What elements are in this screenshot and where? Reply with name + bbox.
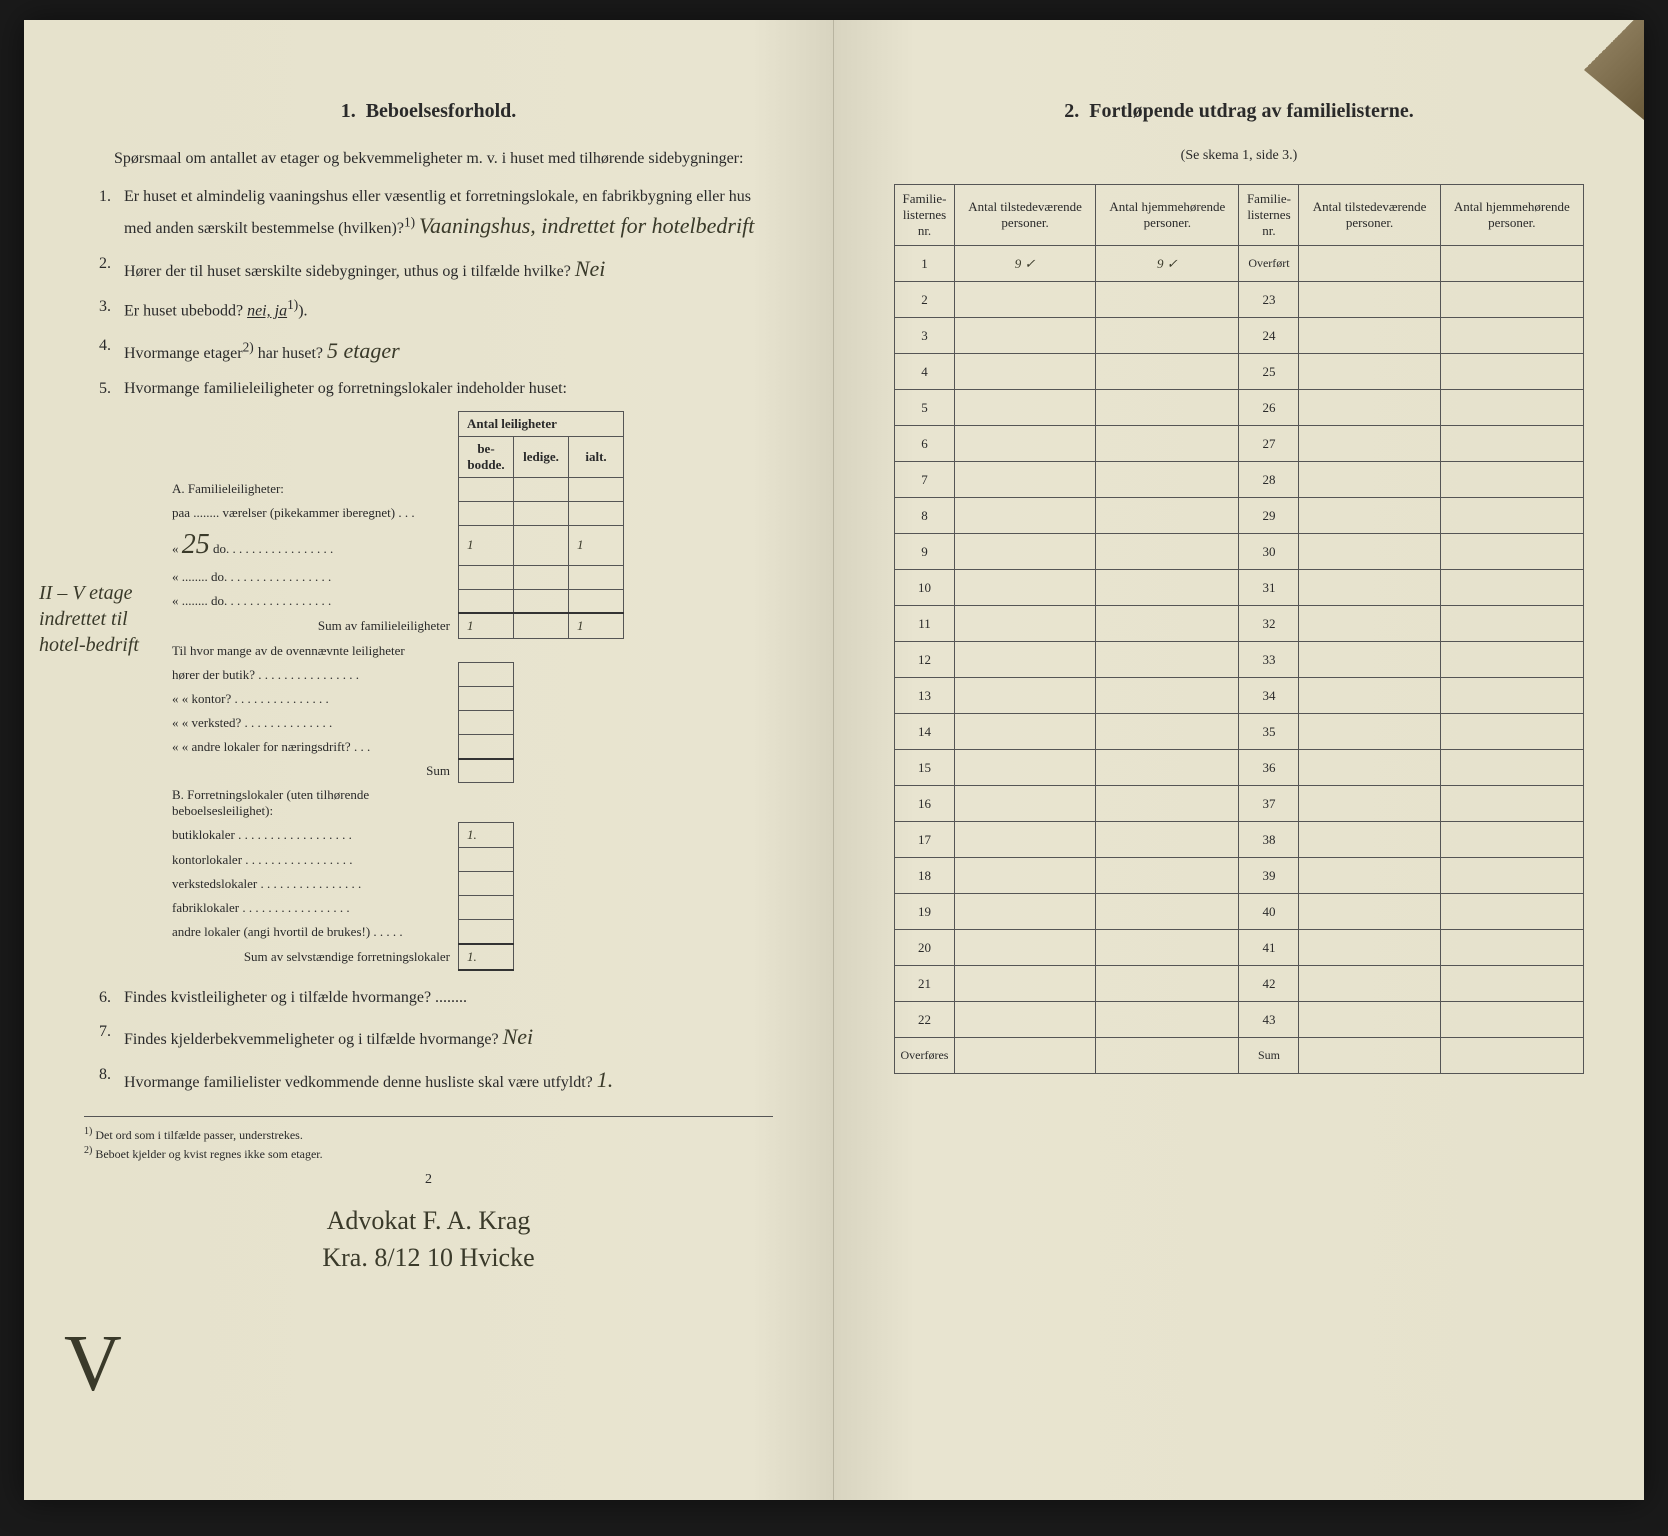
- dwelling-table: Antal leiligheter be-bodde. ledige. ialt…: [164, 411, 624, 971]
- margin-note: II – V etage indrettet til hotel-bedrift: [39, 580, 149, 658]
- row-a1: paa ........ værelser (pikekammer ibereg…: [164, 501, 624, 525]
- table-row: 1435: [895, 714, 1584, 750]
- section-a-header: A. Familieleiligheter:: [164, 477, 624, 501]
- table-row: 1940: [895, 894, 1584, 930]
- table-row: 2041: [895, 930, 1584, 966]
- table-row: 425: [895, 354, 1584, 390]
- intro-text: Spørsmaal om antallet av etager og bekve…: [84, 148, 773, 170]
- row-b5: andre lokaler (angi hvortil de brukes!) …: [164, 920, 624, 944]
- sum-a: Sum av familieleiligheter 1 1: [164, 613, 624, 639]
- table-row: 930: [895, 534, 1584, 570]
- table-row: 1839: [895, 858, 1584, 894]
- q4-answer: 5 etager: [327, 338, 400, 363]
- question-5: 5. Hvormange familieleiligheter og forre…: [124, 377, 773, 401]
- row-b2: kontorlokaler . . . . . . . . . . . . . …: [164, 848, 624, 872]
- q7-answer: Nei: [503, 1024, 534, 1049]
- question-8: 8. Hvormange familielister vedkommende d…: [124, 1063, 773, 1096]
- sum-b: Sum av selvstændige forretningslokaler 1…: [164, 944, 624, 970]
- row-b1: butiklokaler . . . . . . . . . . . . . .…: [164, 823, 624, 848]
- footnotes: 1) Det ord som i tilfælde passer, unders…: [84, 1116, 773, 1163]
- question-2: 2. Hører der til huset særskilte sidebyg…: [124, 252, 773, 285]
- til-3: « « verksted? . . . . . . . . . . . . . …: [164, 711, 624, 735]
- q1-answer: Vaaningshus, indrettet for hotelbedrift: [419, 213, 754, 238]
- question-4: 4. Hvormange etager2) har huset? 5 etage…: [124, 334, 773, 367]
- question-7: 7. Findes kjelderbekvemmeligheter og i t…: [124, 1020, 773, 1053]
- table-sum-row: OverføresSum: [895, 1038, 1584, 1074]
- table-row: 324: [895, 318, 1584, 354]
- row-b4: fabriklokaler . . . . . . . . . . . . . …: [164, 896, 624, 920]
- til-1: hører der butik? . . . . . . . . . . . .…: [164, 663, 624, 687]
- q8-answer: 1.: [597, 1067, 614, 1092]
- section-1-title: 1. Beboelsesforhold.: [84, 100, 773, 123]
- signatures: Advokat F. A. Krag Kra. 8/12 10 Hvicke: [84, 1203, 773, 1276]
- table-row: 1536: [895, 750, 1584, 786]
- q2-answer: Nei: [575, 256, 606, 281]
- til-4: « « andre lokaler for næringsdrift? . . …: [164, 735, 624, 759]
- table-row: 2243: [895, 1002, 1584, 1038]
- table-row: 728: [895, 462, 1584, 498]
- row-a2: « 25 do. . . . . . . . . . . . . . . . .…: [164, 525, 624, 565]
- table-row: 526: [895, 390, 1584, 426]
- section-2-title: 2. Fortløpende utdrag av familielisterne…: [894, 100, 1584, 123]
- table-row: 1132: [895, 606, 1584, 642]
- right-page: 2. Fortløpende utdrag av familielisterne…: [834, 20, 1644, 1500]
- til-intro: Til hvor mange av de ovennævnte leilighe…: [164, 639, 624, 663]
- table-row: 627: [895, 426, 1584, 462]
- section-b-header: B. Forretningslokaler (uten tilhørende b…: [164, 783, 624, 823]
- table-row: 2142: [895, 966, 1584, 1002]
- question-3: 3. Er huset ubebodd? nei, ja1)).: [124, 295, 773, 323]
- page-number: 2: [84, 1172, 773, 1188]
- document-spread: 1. Beboelsesforhold. Spørsmaal om antall…: [24, 20, 1644, 1500]
- question-1: 1. Er huset et almindelig vaaningshus el…: [124, 185, 773, 242]
- table-row: 829: [895, 498, 1584, 534]
- table-row: 1738: [895, 822, 1584, 858]
- table-row: 1233: [895, 642, 1584, 678]
- check-mark: V: [64, 1319, 122, 1410]
- table-row: 1637: [895, 786, 1584, 822]
- til-sum: Sum: [164, 759, 624, 783]
- section-2-subtitle: (Se skema 1, side 3.): [894, 148, 1584, 164]
- left-page: 1. Beboelsesforhold. Spørsmaal om antall…: [24, 20, 834, 1500]
- row-a4: « ........ do. . . . . . . . . . . . . .…: [164, 589, 624, 613]
- table-row: 1334: [895, 678, 1584, 714]
- table-row: 1 9 ✓ 9 ✓ Overført: [895, 246, 1584, 282]
- question-6: 6. Findes kvistleiligheter og i tilfælde…: [124, 986, 773, 1010]
- til-2: « « kontor? . . . . . . . . . . . . . . …: [164, 687, 624, 711]
- table-row: 223: [895, 282, 1584, 318]
- row-b3: verkstedslokaler . . . . . . . . . . . .…: [164, 872, 624, 896]
- family-list-table: Familie-listernes nr. Antal tilstedevære…: [894, 184, 1584, 1074]
- table-row: 1031: [895, 570, 1584, 606]
- row-a3: « ........ do. . . . . . . . . . . . . .…: [164, 565, 624, 589]
